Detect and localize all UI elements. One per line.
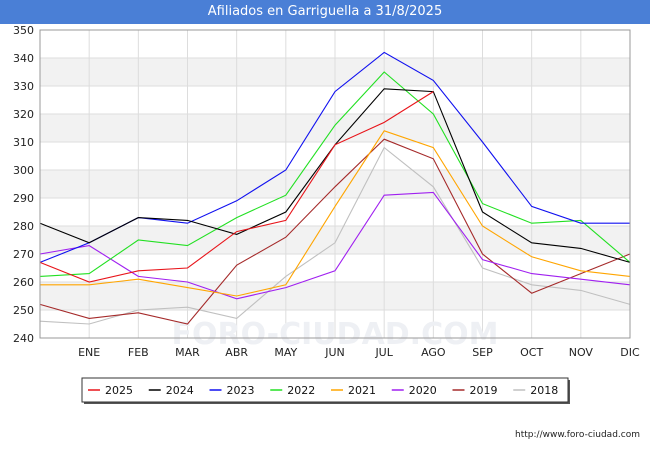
legend-box <box>81 377 569 403</box>
plot-border <box>39 29 631 339</box>
legend-label-2022: 2022 <box>287 384 315 397</box>
legend-label-2025: 2025 <box>105 384 133 397</box>
series-line-2018 <box>39 146 631 325</box>
y-tick-label: 340 <box>13 52 34 65</box>
x-tick-label: SEP <box>472 346 493 359</box>
watermark: FORO-CIUDAD.COM <box>172 317 499 352</box>
x-axis-ticks: ENE FEB MAR ABR MAY JUN JUL AGO SEP OCT NOV DIC <box>78 346 640 359</box>
y-tick-label: 290 <box>13 192 34 205</box>
y-tick-label: 320 <box>13 108 34 121</box>
legend-label-2020: 2020 <box>409 384 437 397</box>
footer-url[interactable]: http://www.foro-ciudad.com <box>515 430 640 440</box>
legend-label-2018: 2018 <box>530 384 558 397</box>
x-tick-label: AGO <box>421 346 446 359</box>
legend-label-2019: 2019 <box>470 384 498 397</box>
y-tick-label: 270 <box>13 248 34 261</box>
y-tick-label: 300 <box>13 164 34 177</box>
series-line-2019 <box>39 138 631 325</box>
y-tick-label: 260 <box>13 276 34 289</box>
legend: 2025 2024 2023 2022 2021 2020 2019 2018 <box>81 377 570 404</box>
chart-title: Afiliados en Garriguella a 31/8/2025 <box>0 0 650 24</box>
x-tick-label: JUL <box>374 346 393 359</box>
x-tick-label: OCT <box>520 346 543 359</box>
y-tick-label: 250 <box>13 304 34 317</box>
series-line-2021 <box>40 130 631 297</box>
x-tick-label: FEB <box>128 346 149 359</box>
x-tick-label: ENE <box>78 346 100 359</box>
series-line-2022 <box>39 71 631 277</box>
x-tick-label: MAR <box>175 346 200 359</box>
y-tick-label: 240 <box>13 332 34 345</box>
x-tick-label: JUN <box>324 346 345 359</box>
x-tick-label: MAY <box>274 346 297 359</box>
chart: FORO-CIUDAD.COM 240 250 260 270 280 290 300 310… <box>13 24 640 404</box>
y-axis-ticks: 240 250 260 270 280 290 300 310 320 330 340 350 <box>13 24 34 345</box>
legend-label-2024: 2024 <box>166 384 194 397</box>
x-tick-label: NOV <box>569 346 594 359</box>
x-tick-label: DIC <box>620 346 640 359</box>
x-tick-label: ABR <box>225 346 248 359</box>
legend-label-2023: 2023 <box>227 384 255 397</box>
y-tick-label: 310 <box>13 136 34 149</box>
series-line-2025 <box>39 91 434 283</box>
y-tick-label: 350 <box>13 24 34 37</box>
y-tick-label: 330 <box>13 80 34 93</box>
series-group <box>39 51 631 325</box>
y-tick-label: 280 <box>13 220 34 233</box>
series-line-2020 <box>39 191 631 300</box>
legend-label-2021: 2021 <box>348 384 376 397</box>
